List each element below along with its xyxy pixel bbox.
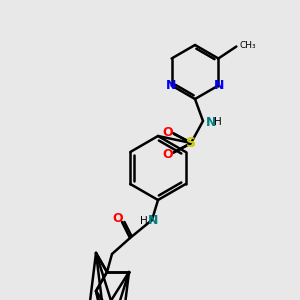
- Text: N: N: [206, 116, 216, 128]
- Text: O: O: [163, 125, 173, 139]
- Text: CH₃: CH₃: [239, 41, 256, 50]
- Text: H: H: [214, 117, 222, 127]
- Text: O: O: [163, 148, 173, 160]
- Text: N: N: [148, 214, 158, 227]
- Text: H: H: [140, 216, 148, 226]
- Text: O: O: [113, 212, 123, 226]
- Text: N: N: [214, 79, 225, 92]
- Text: N: N: [165, 79, 176, 92]
- Text: S: S: [186, 136, 196, 150]
